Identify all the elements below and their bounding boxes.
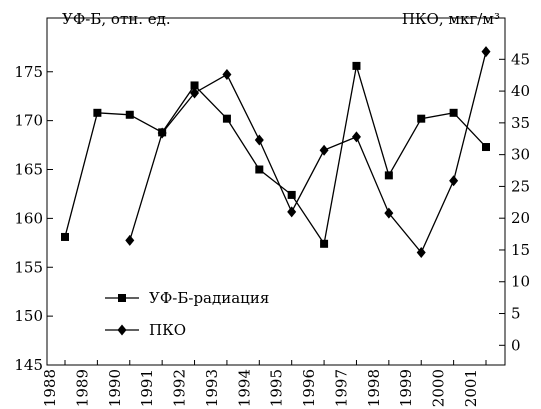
point xyxy=(157,127,167,139)
y2-tick-label: 10 xyxy=(511,273,530,291)
point xyxy=(93,108,102,117)
y-tick-label: 150 xyxy=(14,307,43,325)
y2-tick-label: 20 xyxy=(511,209,530,227)
x-tick-label: 2000 xyxy=(430,369,448,407)
point xyxy=(351,131,361,143)
point xyxy=(190,87,200,99)
series-line xyxy=(64,65,487,246)
point xyxy=(482,143,490,152)
point xyxy=(320,239,329,248)
y-tick-label: 145 xyxy=(14,356,43,374)
point xyxy=(319,144,329,156)
point xyxy=(417,114,426,123)
x-tick-label: 1991 xyxy=(138,369,156,407)
y2-tick-label: 15 xyxy=(511,241,530,259)
legend-marker xyxy=(117,324,127,336)
legend-label: ПКО xyxy=(149,321,186,339)
y-axis-label: УФ-Б, отн. ед. xyxy=(62,10,171,28)
y2-tick-label: 40 xyxy=(511,82,530,100)
y2-tick-label: 30 xyxy=(511,146,530,164)
x-tick-label: 1993 xyxy=(203,369,221,407)
y2-tick-label: 0 xyxy=(511,336,521,354)
y-tick-label: 175 xyxy=(14,63,43,81)
point xyxy=(255,165,264,174)
y2-axis-label: ПКО, мкг/м³ xyxy=(402,10,500,28)
point xyxy=(287,190,296,199)
legend-label: УФ-Б-радиация xyxy=(149,289,269,307)
series-line xyxy=(129,51,487,254)
point xyxy=(416,247,426,259)
point xyxy=(384,207,394,219)
y2-tick-label: 5 xyxy=(511,305,521,323)
point xyxy=(287,206,297,218)
y-tick-label: 165 xyxy=(14,161,43,179)
x-tick-label: 1996 xyxy=(300,369,318,407)
point xyxy=(384,171,393,180)
x-tick-label: 1988 xyxy=(41,369,59,407)
x-tick-label: 1998 xyxy=(365,369,383,407)
x-tick-label: 1995 xyxy=(268,369,286,407)
plot-frame xyxy=(46,17,506,366)
y-tick-label: 155 xyxy=(14,258,43,276)
y2-tick-label: 35 xyxy=(511,114,530,132)
y-tick-label: 160 xyxy=(14,209,43,227)
x-tick-label: 1994 xyxy=(235,369,253,407)
point xyxy=(481,46,491,58)
x-tick-label: 1997 xyxy=(332,369,350,407)
point xyxy=(61,232,69,241)
point xyxy=(222,69,232,81)
x-tick-label: 1992 xyxy=(171,369,189,407)
point xyxy=(125,234,135,246)
point xyxy=(190,81,199,90)
y2-tick-label: 45 xyxy=(511,50,530,68)
x-tick-label: 1999 xyxy=(397,369,415,407)
point xyxy=(449,108,458,117)
y2-tick-label: 25 xyxy=(511,177,530,195)
point xyxy=(352,61,361,70)
x-tick-label: 2001 xyxy=(462,369,480,407)
point xyxy=(254,134,264,146)
x-tick-label: 1989 xyxy=(73,369,91,407)
legend-marker xyxy=(118,294,126,302)
point xyxy=(222,114,231,123)
point xyxy=(125,110,134,119)
y-tick-label: 170 xyxy=(14,112,43,130)
x-tick-label: 1990 xyxy=(106,369,124,407)
point xyxy=(449,175,459,187)
